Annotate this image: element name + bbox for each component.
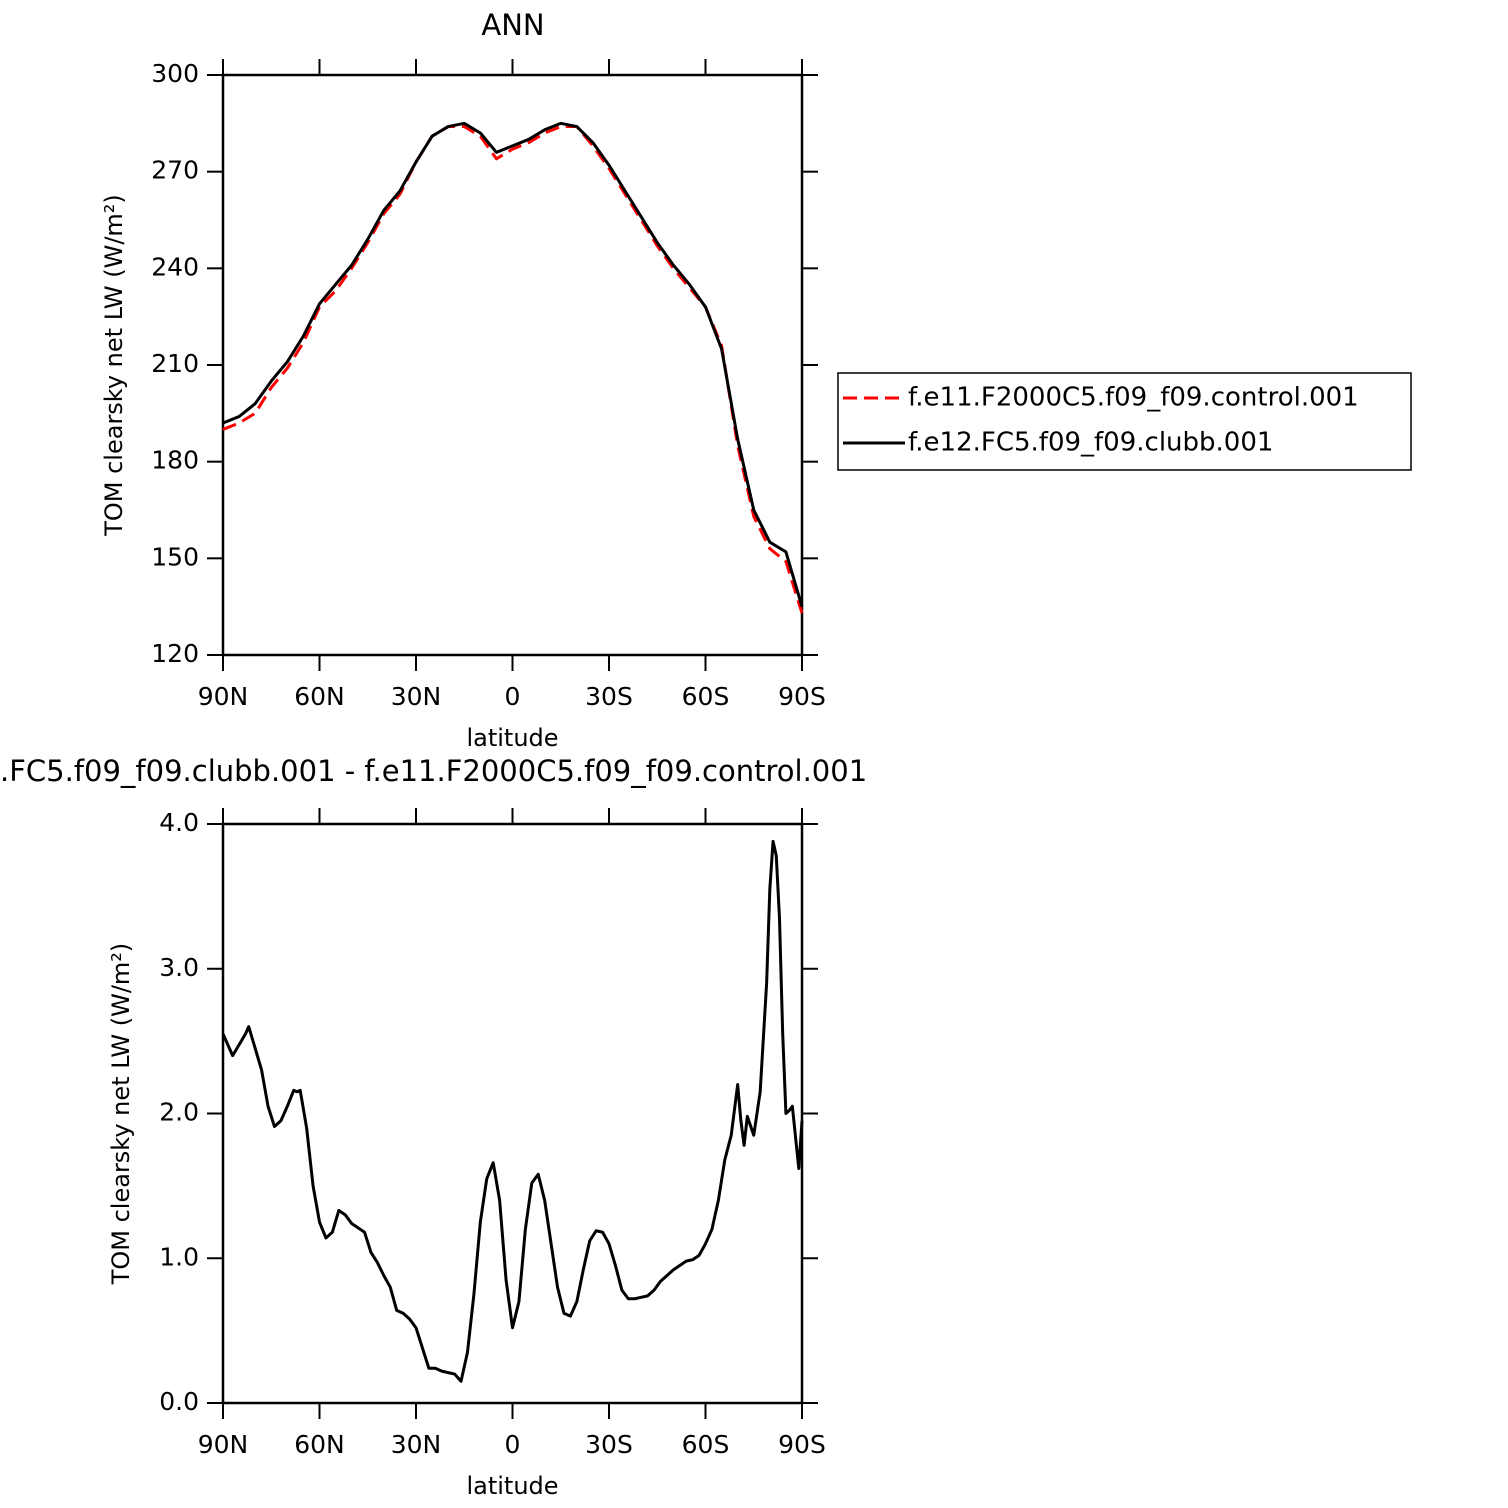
- legend: f.e11.F2000C5.f09_f09.control.001 f.e12.F…: [837, 372, 1412, 471]
- data-line: [222, 121, 804, 608]
- x-tick-label: 60S: [682, 682, 730, 711]
- y-tick-label: 2.0: [159, 1098, 199, 1127]
- plot-frame: [221, 822, 804, 1405]
- y-tick-label: 180: [151, 446, 199, 475]
- y-tick-label: 240: [151, 252, 199, 281]
- x-tick-label: 60N: [294, 1430, 345, 1459]
- x-tick-label: 30S: [585, 1430, 633, 1459]
- x-axis-label: latitude: [466, 724, 558, 752]
- y-axis-label: TOM clearsky net LW (W/m²): [107, 943, 135, 1286]
- x-tick-label: 60S: [682, 1430, 730, 1459]
- x-axis-label: latitude: [466, 1472, 558, 1500]
- legend-label: f.e12.FC5.f09_f09.clubb.001: [908, 428, 1273, 458]
- y-tick-label: 150: [151, 542, 199, 571]
- x-tick-label: 30N: [391, 682, 442, 711]
- x-tick-label: 90S: [778, 1430, 826, 1459]
- y-tick-label: 270: [151, 156, 199, 185]
- data-line: [222, 125, 804, 614]
- data-line: [221, 839, 804, 1383]
- y-tick-label: 1.0: [159, 1242, 199, 1271]
- y-tick-label: 4.0: [159, 808, 199, 837]
- y-tick-label: 3.0: [159, 953, 199, 982]
- chart-title: ANN: [481, 8, 544, 42]
- x-tick-label: 90N: [198, 682, 249, 711]
- chart-title: .FC5.f09_f09.clubb.001 - f.e11.F2000C5.f…: [0, 754, 867, 788]
- x-tick-label: 90S: [778, 682, 826, 711]
- x-tick-label: 30N: [391, 1430, 442, 1459]
- x-tick-label: 90N: [198, 1430, 249, 1459]
- y-tick-label: 0.0: [159, 1387, 199, 1416]
- y-tick-label: 210: [151, 349, 199, 378]
- x-tick-label: 0: [505, 1430, 521, 1459]
- x-tick-label: 0: [505, 682, 521, 711]
- x-tick-label: 60N: [294, 682, 345, 711]
- y-axis-label: TOM clearsky net LW (W/m²): [100, 194, 128, 537]
- y-tick-label: 300: [151, 59, 199, 88]
- legend-label: f.e11.F2000C5.f09_f09.control.001: [908, 383, 1359, 413]
- y-tick-label: 120: [151, 639, 199, 668]
- x-tick-label: 30S: [585, 682, 633, 711]
- plot-frame: [221, 73, 804, 657]
- legend-box: [837, 372, 1412, 471]
